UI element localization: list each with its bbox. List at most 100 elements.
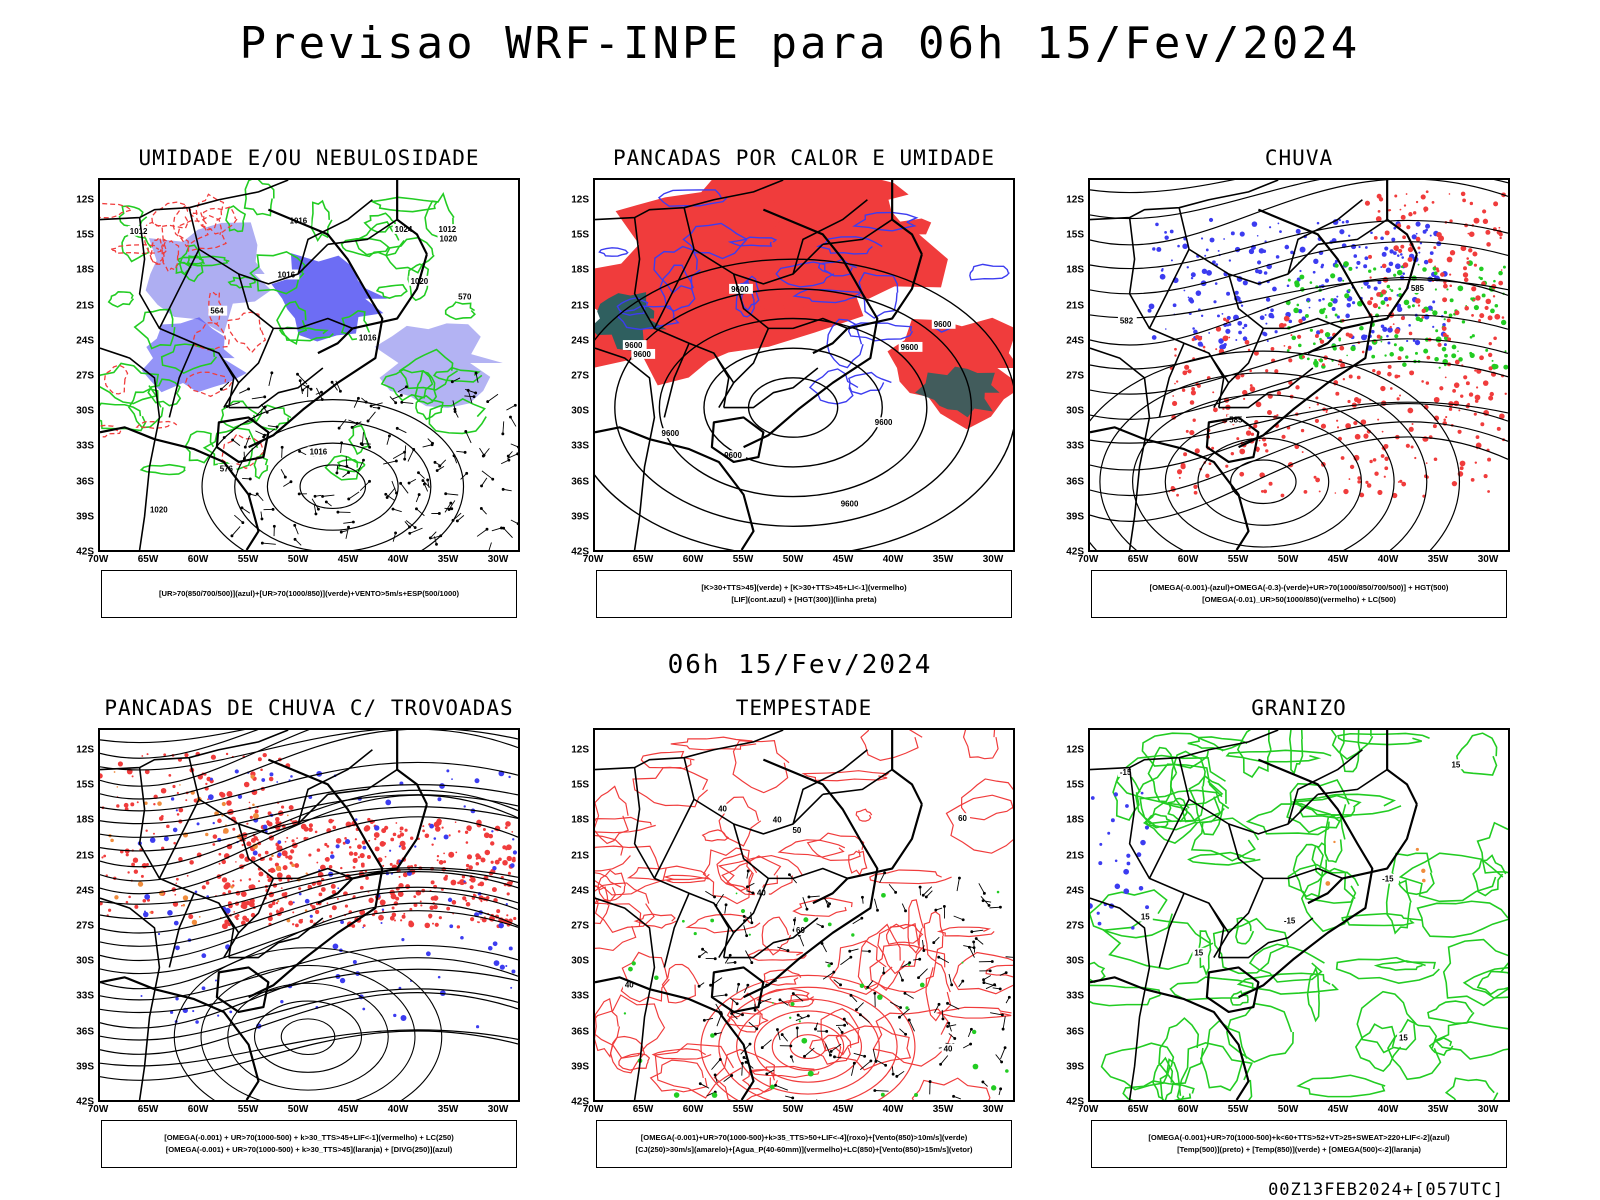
lon-tick-label: 60W bbox=[682, 1104, 704, 1115]
lon-tick-label: 45W bbox=[1327, 1104, 1349, 1115]
svg-text:1012: 1012 bbox=[439, 225, 457, 234]
svg-text:9600: 9600 bbox=[633, 350, 651, 359]
lon-tick-label: 70W bbox=[1077, 554, 1099, 565]
lon-tick-label: 40W bbox=[1377, 1104, 1399, 1115]
lat-tick-label: 36S bbox=[1066, 1026, 1084, 1038]
lon-tick-label: 65W bbox=[632, 1104, 654, 1115]
lat-tick-label: 24S bbox=[571, 885, 589, 897]
lat-tick-label: 39S bbox=[571, 1061, 589, 1073]
svg-text:1016: 1016 bbox=[278, 270, 296, 279]
lon-tick-label: 35W bbox=[932, 1104, 954, 1115]
lon-tick-label: 45W bbox=[337, 1104, 359, 1115]
precip-speckles bbox=[137, 769, 518, 1029]
lon-tick-label: 50W bbox=[287, 554, 309, 565]
svg-text:-15: -15 bbox=[1284, 916, 1296, 925]
precip-speckles bbox=[1090, 791, 1150, 930]
lat-tick-label: 15S bbox=[76, 229, 94, 241]
svg-text:60: 60 bbox=[796, 926, 805, 935]
svg-text:40: 40 bbox=[718, 805, 727, 814]
coastline-borders bbox=[100, 180, 428, 550]
latitude-axis-labels: 12S 15S 18S 21S 24S 27S 30S 33S 36S 39S 42S bbox=[58, 178, 94, 558]
lat-tick-label: 30S bbox=[1066, 405, 1084, 417]
panel-title-pancadas-trovoadas: PANCADAS DE CHUVA C/ TROVOADAS bbox=[104, 696, 514, 720]
map-canvas: 1012101610161016102010201024101610201012… bbox=[100, 180, 518, 550]
lat-tick-label: 27S bbox=[76, 370, 94, 382]
lon-tick-label: 30W bbox=[982, 554, 1004, 565]
lon-tick-label: 30W bbox=[1477, 1104, 1499, 1115]
lat-tick-label: 12S bbox=[1066, 744, 1084, 756]
legend-chuva: [OMEGA(-0.001)-(azul)+OMEGA(-0.3)-(verde… bbox=[1091, 570, 1507, 618]
lon-tick-label: 40W bbox=[1377, 554, 1399, 565]
lon-tick-label: 55W bbox=[732, 1104, 754, 1115]
lon-tick-label: 45W bbox=[1327, 554, 1349, 565]
legend-pancadas-calor: [K>30+TTS>45](verde) + [K>30+TTS>45+LI<-… bbox=[596, 570, 1012, 618]
svg-text:9600: 9600 bbox=[724, 451, 742, 460]
lat-tick-label: 12S bbox=[571, 194, 589, 206]
lat-tick-label: 21S bbox=[1066, 850, 1084, 862]
legend-line: [LIF](cont.azul) + [HGT(300)](linha pret… bbox=[731, 595, 877, 604]
svg-text:570: 570 bbox=[458, 293, 472, 302]
lon-tick-label: 30W bbox=[487, 554, 509, 565]
svg-text:40: 40 bbox=[773, 816, 782, 825]
lon-tick-label: 60W bbox=[187, 1104, 209, 1115]
lon-tick-label: 70W bbox=[582, 1104, 604, 1115]
coastline-borders bbox=[100, 730, 428, 1100]
lon-tick-label: 35W bbox=[1427, 554, 1449, 565]
lon-tick-label: 50W bbox=[1277, 554, 1299, 565]
svg-text:60: 60 bbox=[958, 814, 967, 823]
svg-text:15: 15 bbox=[1194, 949, 1203, 958]
precip-speckles bbox=[1325, 840, 1426, 886]
contour-lines bbox=[100, 180, 487, 481]
lat-tick-label: 18S bbox=[1066, 264, 1084, 276]
lon-tick-label: 60W bbox=[1177, 554, 1199, 565]
lon-tick-label: 65W bbox=[1127, 1104, 1149, 1115]
longitude-axis-labels: 70W 65W 60W 55W 50W 45W 40W 35W 30W bbox=[583, 554, 1015, 568]
svg-text:564: 564 bbox=[210, 307, 224, 316]
svg-text:40: 40 bbox=[625, 981, 634, 990]
legend-line: [UR>70(850/700/500)](azul)+[UR>70(1000/8… bbox=[159, 589, 459, 598]
lat-tick-label: 21S bbox=[76, 300, 94, 312]
lat-tick-label: 15S bbox=[1066, 779, 1084, 791]
lat-tick-label: 21S bbox=[571, 300, 589, 312]
lon-tick-label: 55W bbox=[1227, 1104, 1249, 1115]
contour-lines bbox=[100, 193, 267, 470]
svg-text:1024: 1024 bbox=[395, 225, 413, 234]
lat-tick-label: 18S bbox=[1066, 814, 1084, 826]
lat-tick-label: 21S bbox=[76, 850, 94, 862]
contour-value-labels: 582 585 585 bbox=[1117, 283, 1428, 424]
lon-tick-label: 40W bbox=[387, 1104, 409, 1115]
panel-title-granizo: GRANIZO bbox=[1251, 696, 1347, 720]
lon-tick-label: 65W bbox=[137, 554, 159, 565]
isobar-lines bbox=[595, 258, 1013, 550]
longitude-axis-labels: 70W 65W 60W 55W 50W 45W 40W 35W 30W bbox=[1078, 1104, 1510, 1118]
legend-line: [K>30+TTS>45](verde) + [K>30+TTS>45+LI<-… bbox=[701, 583, 907, 592]
isobar-lines bbox=[173, 947, 443, 1100]
coastline-borders bbox=[595, 730, 923, 1100]
svg-text:576: 576 bbox=[220, 465, 234, 474]
map-canvas: -15 -15 -15 15 15 15 15 bbox=[1090, 730, 1508, 1100]
coastline-borders bbox=[1090, 180, 1418, 550]
svg-text:9600: 9600 bbox=[625, 341, 643, 350]
lon-tick-label: 30W bbox=[1477, 554, 1499, 565]
lat-tick-label: 42S bbox=[571, 546, 589, 558]
lon-tick-label: 50W bbox=[287, 1104, 309, 1115]
svg-text:-15: -15 bbox=[1120, 768, 1132, 777]
legend-line: [CJ(250)>30m/s](amarelo)+[Agua_P(40-60mm… bbox=[635, 1145, 973, 1154]
wind-vectors bbox=[219, 371, 518, 550]
lon-tick-label: 55W bbox=[1227, 554, 1249, 565]
svg-text:9600: 9600 bbox=[841, 499, 859, 508]
svg-text:50: 50 bbox=[793, 826, 802, 835]
precip-speckles bbox=[623, 890, 1009, 1098]
lat-tick-label: 39S bbox=[76, 1061, 94, 1073]
lon-tick-label: 35W bbox=[437, 1104, 459, 1115]
lon-tick-label: 45W bbox=[832, 554, 854, 565]
legend-line: [OMEGA(-0.001)+UR>70(1000-500)+k>35_TTS>… bbox=[640, 1133, 968, 1142]
legend-line: [OMEGA(-0.001)-(azul)+OMEGA(-0.3)-(verde… bbox=[1149, 583, 1449, 592]
contour-value-labels: 1012101610161016102010201024101610201012… bbox=[127, 215, 476, 515]
map-umidade: 1012 1016 1016 1016 1020 1020 1024 1016 1020 1012… bbox=[98, 178, 520, 552]
lon-tick-label: 60W bbox=[682, 554, 704, 565]
svg-text:-15: -15 bbox=[1382, 875, 1394, 884]
lat-tick-label: 12S bbox=[571, 744, 589, 756]
legend-pancadas-trovoadas: [OMEGA(-0.001) + UR>70(1000-500) + k>30_… bbox=[101, 1120, 517, 1168]
